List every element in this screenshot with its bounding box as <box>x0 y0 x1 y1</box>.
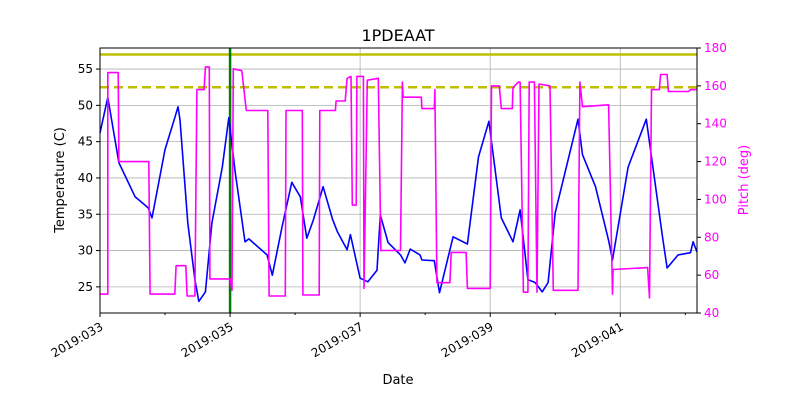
y-tick-label: 40 <box>78 171 93 185</box>
x-tick-label: 2019:037 <box>309 319 366 360</box>
y-right-tick-label: 100 <box>704 192 727 206</box>
temperature-series-line <box>99 96 698 303</box>
y-tick-label: 35 <box>78 207 93 221</box>
x-tick-label: 2019:035 <box>179 319 236 360</box>
x-tick-label: 2019:039 <box>439 319 496 360</box>
y-axis-label-right: Pitch (deg) <box>737 145 752 215</box>
y-right-tick-label: 140 <box>704 117 727 131</box>
y-tick-label: 25 <box>78 280 93 294</box>
y-right-tick-label: 120 <box>704 155 727 169</box>
pitch-series-line <box>100 66 697 299</box>
y-right-tick-label: 80 <box>704 230 719 244</box>
plot-frame <box>99 47 698 314</box>
y-tick-label: 55 <box>78 62 93 76</box>
y-right-tick-label: 60 <box>704 268 719 282</box>
y-right-tick-label: 160 <box>704 79 727 93</box>
y-tick-label: 45 <box>78 135 93 149</box>
y-right-tick-label: 180 <box>704 41 727 55</box>
x-tick-label: 2019:033 <box>49 319 106 360</box>
y-tick-label: 30 <box>78 244 93 258</box>
y-axis-label-left: Temperature (C) <box>53 127 68 234</box>
x-axis-label: Date <box>382 373 413 388</box>
y-right-tick-label: 40 <box>704 306 719 320</box>
chart-title: 1PDEAAT <box>361 26 434 45</box>
y-tick-label: 50 <box>78 98 93 112</box>
x-tick-label: 2019:041 <box>569 319 626 360</box>
